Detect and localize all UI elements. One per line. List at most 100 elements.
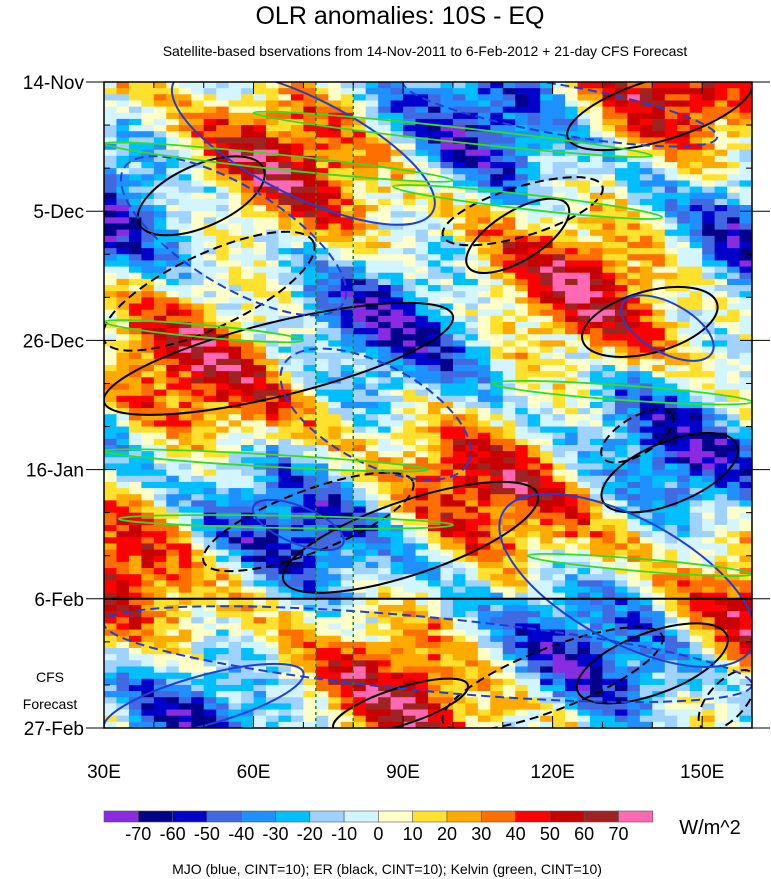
field-cell [739,272,752,280]
field-cell [727,617,741,625]
field-cell [328,518,342,526]
field-cell [228,106,242,114]
field-cell [128,365,142,372]
field-cell [702,100,716,108]
field-cell [266,168,280,175]
field-cell [415,321,429,329]
field-cell [627,537,641,545]
field-cell [166,272,180,280]
field-cell [104,112,118,120]
field-cell [216,604,230,612]
field-cell [565,143,579,151]
field-cell [403,463,417,471]
field-cell [328,315,342,323]
field-cell [166,303,180,311]
field-cell [465,155,479,163]
field-cell [266,321,280,329]
field-cell [365,444,379,452]
field-cell [191,198,205,206]
field-cell [652,112,666,120]
field-cell [552,377,566,385]
field-cell [390,506,404,514]
field-cell [104,155,118,163]
field-cell [465,100,479,108]
field-cell [465,217,479,225]
field-cell [614,321,628,329]
field-cell [664,241,678,249]
field-cell [590,641,604,649]
field-cell [614,660,628,668]
field-cell [278,254,292,262]
field-cell [403,518,417,526]
field-cell [739,629,752,637]
field-cell [477,389,491,397]
field-cell [241,137,255,145]
field-cell [440,586,454,594]
field-cell [490,488,504,495]
field-cell [639,537,653,545]
field-cell [290,112,304,120]
field-cell [614,241,628,249]
field-cell [727,531,741,538]
field-cell [303,654,317,661]
field-cell [440,229,454,237]
field-cell [141,223,155,231]
field-cell [565,241,579,249]
field-cell [627,457,641,465]
field-cell [141,180,155,188]
field-cell [390,291,404,298]
field-cell [390,383,404,391]
field-cell [540,315,554,323]
field-cell [253,205,267,212]
field-cell [128,186,142,194]
field-cell [216,192,230,200]
field-cell [627,358,641,366]
field-cell [153,260,167,268]
field-cell [552,186,566,194]
field-cell [664,389,678,397]
field-cell [702,531,716,538]
field-cell [290,260,304,268]
field-cell [166,235,180,243]
field-cell [465,137,479,145]
field-cell [602,346,616,354]
field-cell [565,248,579,255]
field-cell [278,229,292,237]
field-cell [515,561,529,569]
field-cell [490,321,504,329]
field-cell [689,88,703,95]
field-cell [739,623,752,631]
field-cell [677,580,691,588]
field-cell [452,383,466,391]
field-cell [614,328,628,335]
field-cell [428,654,442,661]
field-cell [565,506,579,514]
field-cell [365,241,379,249]
field-cell [353,660,367,668]
field-cell [477,235,491,243]
field-cell [590,371,604,378]
field-cell [415,266,429,274]
field-cell [452,420,466,428]
field-cell [153,112,167,120]
field-cell [590,518,604,526]
field-cell [540,205,554,212]
field-cell [166,143,180,151]
field-cell [465,303,479,311]
field-cell [490,192,504,200]
field-cell [116,524,130,532]
field-cell [590,377,604,385]
field-cell [216,408,230,415]
field-cell [452,192,466,200]
field-cell [191,229,205,237]
field-cell [689,561,703,569]
field-cell [702,248,716,255]
field-cell [191,549,205,557]
field-cell [141,408,155,415]
field-cell [415,82,429,89]
field-cell [627,137,641,145]
field-cell [652,82,666,89]
field-cell [540,303,554,311]
field-cell [515,82,529,89]
